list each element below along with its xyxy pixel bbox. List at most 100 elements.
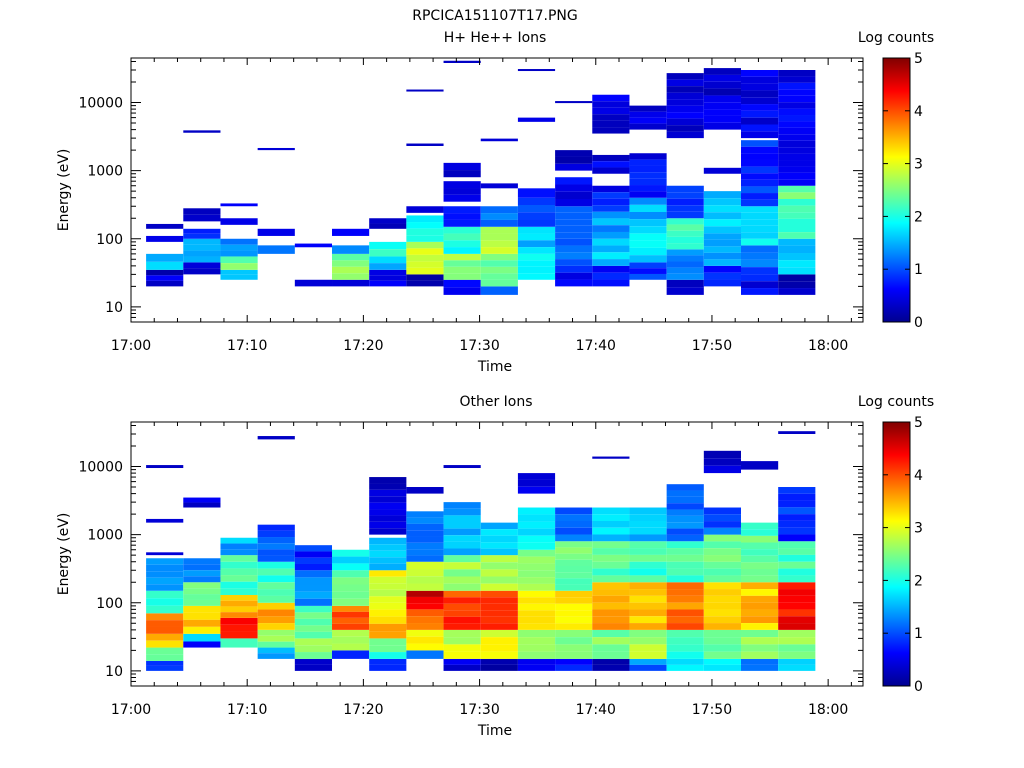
heatmap-cell	[555, 101, 593, 104]
heatmap-cell	[666, 118, 704, 126]
heatmap-cell	[443, 502, 481, 509]
heatmap-cell	[443, 555, 481, 563]
heatmap-cell	[369, 489, 407, 497]
heatmap-cell	[741, 206, 779, 213]
heatmap-cell	[778, 153, 816, 161]
heatmap-cell	[443, 181, 481, 189]
heatmap-cell	[220, 269, 258, 275]
heatmap-cell	[146, 665, 184, 671]
heatmap-cell	[778, 253, 816, 261]
heatmap-cell	[406, 517, 444, 524]
x-tick-label: 18:00	[808, 702, 848, 718]
heatmap-cell	[332, 228, 370, 236]
heatmap-cell	[257, 555, 295, 562]
heatmap-cell	[257, 602, 295, 610]
heatmap-cell	[555, 572, 593, 579]
heatmap-cell	[778, 658, 816, 665]
heatmap-cell	[406, 530, 444, 537]
heatmap-cell	[741, 153, 779, 160]
heatmap-cell	[703, 507, 741, 515]
heatmap-cell	[555, 553, 593, 560]
heatmap-cell	[406, 261, 444, 268]
heatmap-cell	[332, 643, 370, 651]
heatmap-cell	[778, 160, 816, 167]
colorbar-tick-label: 0	[914, 315, 923, 331]
heatmap-cell	[257, 147, 295, 151]
heatmap-cell	[517, 212, 556, 220]
heatmap-cell	[703, 602, 741, 610]
heatmap-cell	[666, 589, 704, 596]
heatmap-cell	[592, 205, 630, 212]
heatmap-cell	[778, 629, 816, 638]
heatmap-cell	[183, 576, 221, 583]
heatmap-cell	[406, 206, 444, 213]
heatmap-cell	[517, 658, 556, 665]
heatmap-cell	[517, 583, 556, 591]
heatmap-cell	[778, 140, 816, 148]
heatmap-cell	[369, 583, 407, 590]
heatmap-cell	[666, 261, 704, 268]
heatmap-cell	[406, 536, 444, 543]
heatmap-cell	[629, 651, 667, 659]
heatmap-cell	[220, 595, 258, 601]
heatmap-cell	[666, 575, 704, 583]
heatmap-cell	[332, 266, 370, 274]
colorbar-tick-label: 5	[914, 415, 923, 431]
heatmap-cell	[443, 528, 481, 536]
heatmap-cell	[517, 273, 556, 280]
y-tick-label: 10000	[78, 460, 123, 476]
heatmap-cell	[220, 244, 258, 251]
heatmap-cell	[741, 555, 779, 563]
heatmap-cell	[369, 589, 407, 597]
heatmap-cell	[778, 232, 816, 239]
bottom-heatmap-cells	[146, 431, 816, 671]
heatmap-cell	[592, 548, 630, 555]
heatmap-cell	[666, 528, 704, 535]
heatmap-cell	[629, 159, 667, 166]
heatmap-cell	[220, 638, 258, 648]
heatmap-cell	[741, 212, 779, 220]
heatmap-cell	[183, 626, 221, 634]
heatmap-cell	[369, 483, 407, 490]
heatmap-cell	[555, 578, 593, 585]
heatmap-cell	[294, 625, 333, 632]
heatmap-cell	[406, 636, 444, 644]
heatmap-cell	[741, 637, 779, 645]
heatmap-cell	[183, 130, 221, 133]
heatmap-cell	[741, 651, 779, 659]
heatmap-cell	[666, 534, 704, 542]
heatmap-cell	[703, 115, 741, 123]
heatmap-cell	[703, 226, 741, 234]
heatmap-cell	[555, 245, 593, 253]
heatmap-cell	[741, 70, 779, 77]
heatmap-cell	[741, 535, 779, 543]
heatmap-cell	[406, 241, 444, 249]
heatmap-cell	[555, 664, 593, 671]
heatmap-cell	[517, 486, 556, 494]
heatmap-cell	[443, 535, 481, 542]
heatmap-cell	[629, 233, 667, 241]
heatmap-cell	[778, 95, 816, 103]
heatmap-cell	[183, 502, 221, 508]
heatmap-cell	[220, 549, 258, 556]
heatmap-cell	[741, 159, 779, 167]
heatmap-cell	[666, 125, 704, 132]
heatmap-cell	[257, 595, 295, 603]
heatmap-cell	[703, 458, 741, 466]
heatmap-cell	[480, 651, 518, 659]
heatmap-cell	[741, 259, 779, 268]
heatmap-cell	[517, 521, 556, 529]
heatmap-cell	[703, 95, 741, 103]
heatmap-cell	[257, 629, 295, 636]
heatmap-cell	[406, 576, 444, 584]
heatmap-cell	[592, 658, 630, 665]
top-panel: H+ He++ Ions 17:00 17:10 17:20 17:30 17:40 17…	[56, 30, 934, 375]
heatmap-cell	[517, 507, 556, 515]
heatmap-cell	[555, 259, 593, 266]
heatmap-cell	[703, 109, 741, 116]
heatmap-cell	[517, 549, 556, 557]
heatmap-cell	[592, 534, 630, 542]
heatmap-cell	[629, 255, 667, 263]
heatmap-cell	[666, 509, 704, 516]
heatmap-cell	[666, 541, 704, 549]
